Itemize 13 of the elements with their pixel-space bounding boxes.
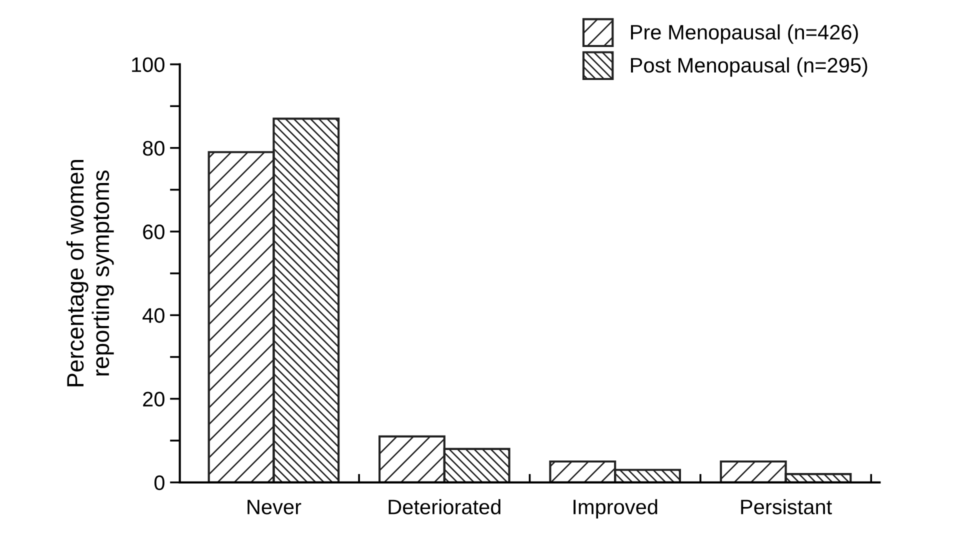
y-tick-label: 0	[154, 475, 164, 490]
x-tick-label: Persistant	[741, 499, 832, 514]
x-tick-label: Deteriorated	[388, 499, 500, 514]
x-tick-label: Never	[248, 500, 302, 514]
y-tick-label: 20	[143, 392, 164, 407]
y-tick-label: 40	[142, 308, 164, 323]
y-tick-label: 100	[132, 57, 164, 72]
y-axis-title: Percentage of women reporting symptoms	[66, 160, 114, 386]
legend-label: Post Menopausal (n=295)	[631, 57, 868, 77]
y-tick-label: 80	[142, 140, 164, 156]
y-tick-label: 60	[143, 224, 164, 240]
legend-label: Pre Menopausal (n=426)	[631, 24, 858, 44]
x-tick-label: Improved	[574, 499, 658, 518]
